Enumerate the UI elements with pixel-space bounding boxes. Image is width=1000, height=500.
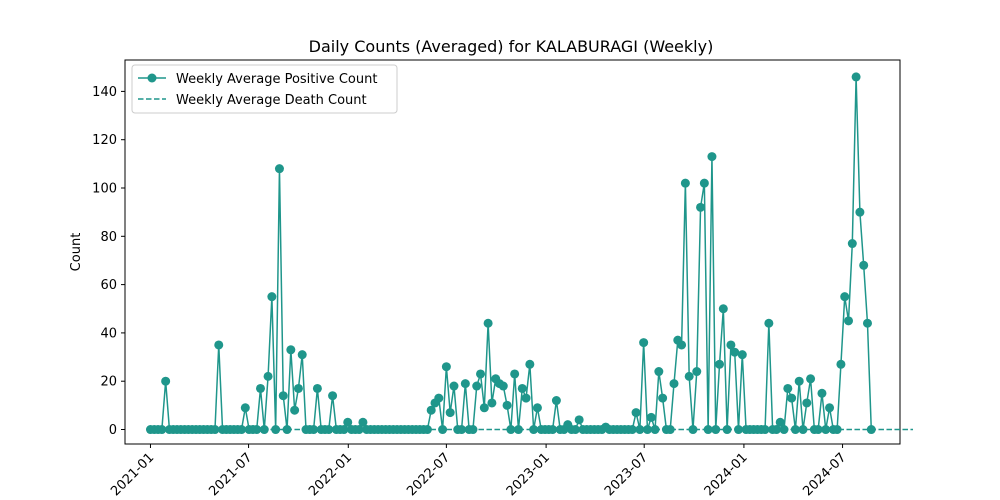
positive-count-point [715, 359, 725, 369]
legend-death-label: Weekly Average Death Count [176, 93, 367, 108]
y-tick-label: 40 [100, 326, 117, 341]
y-tick-label: 80 [100, 230, 117, 245]
positive-count-point [529, 425, 539, 435]
legend-positive-marker [147, 73, 157, 83]
positive-count-point [775, 417, 785, 427]
positive-count-point [654, 367, 664, 377]
positive-count-point [840, 292, 850, 302]
positive-count-point [498, 381, 508, 391]
positive-count-point [445, 408, 455, 418]
positive-count-point [521, 393, 531, 403]
positive-count-point [726, 340, 736, 350]
positive-count-point [851, 72, 861, 82]
positive-count-point [551, 396, 561, 406]
positive-count-point [297, 350, 307, 360]
positive-count-point [847, 239, 857, 249]
y-tick-label: 60 [100, 278, 117, 293]
positive-count-point [639, 338, 649, 348]
positive-count-point [274, 164, 284, 174]
positive-count-point [699, 178, 709, 188]
positive-count-point [483, 318, 493, 328]
positive-count-point [680, 178, 690, 188]
positive-count-point [684, 371, 694, 381]
y-tick-label: 120 [92, 133, 117, 148]
positive-count-point [293, 383, 303, 393]
positive-count-point [476, 369, 486, 379]
y-tick-label: 0 [109, 423, 117, 438]
positive-count-point [441, 362, 451, 372]
positive-count-point [802, 398, 812, 408]
positive-count-point [844, 316, 854, 326]
y-axis: 0 20 40 60 80 100 120 140 [92, 85, 125, 438]
chart-title: Daily Counts (Averaged) for KALABURAGI (… [309, 37, 714, 56]
positive-count-point [487, 398, 497, 408]
positive-count-point [574, 415, 584, 425]
positive-count-point [832, 425, 842, 435]
positive-count-point [457, 425, 467, 435]
positive-count-point [240, 403, 250, 413]
positive-count-point [161, 376, 171, 386]
positive-count-point [764, 318, 774, 328]
positive-count-point [707, 152, 717, 162]
positive-count-point [214, 340, 224, 350]
positive-count-point [328, 391, 338, 401]
plot-frame [124, 59, 901, 445]
positive-count-point [267, 292, 277, 302]
positive-count-point [737, 350, 747, 360]
positive-count-point [646, 412, 656, 422]
positive-count-point [825, 403, 835, 413]
positive-count-point [312, 383, 322, 393]
positive-count-point [286, 345, 296, 355]
positive-count-point [472, 381, 482, 391]
positive-count-point [658, 393, 668, 403]
positive-count-point [703, 425, 713, 435]
positive-count-point [669, 379, 679, 389]
positive-count-point [631, 408, 641, 418]
positive-count-point [730, 347, 740, 357]
y-axis-label: Count [69, 233, 84, 272]
positive-count-point [688, 425, 698, 435]
positive-count-point [665, 425, 675, 435]
positive-count-point [532, 403, 542, 413]
y-tick-label: 140 [92, 85, 117, 100]
positive-count-point [760, 425, 770, 435]
positive-count-point [692, 367, 702, 377]
positive-count-point [513, 425, 523, 435]
positive-count-point [525, 359, 535, 369]
positive-count-point [787, 393, 797, 403]
y-tick-label: 100 [92, 182, 117, 197]
positive-count-point [290, 405, 300, 415]
positive-count-point [783, 383, 793, 393]
legend: Weekly Average Positive Count Weekly Ave… [131, 64, 398, 114]
y-tick-label: 20 [100, 375, 117, 390]
positive-count-point [696, 202, 706, 212]
positive-count-point [855, 207, 865, 217]
positive-count-point [343, 417, 353, 427]
positive-count-point [794, 376, 804, 386]
legend-positive-label: Weekly Average Positive Count [176, 72, 377, 87]
positive-count-point [510, 369, 520, 379]
positive-count-point [862, 318, 872, 328]
positive-count-point [479, 403, 489, 413]
positive-count-point [502, 400, 512, 410]
positive-count-point [449, 381, 459, 391]
positive-count-point [460, 379, 470, 389]
positive-count-point [677, 340, 687, 350]
positive-count-point [255, 383, 265, 393]
series-layer [145, 72, 914, 435]
positive-count-point [817, 388, 827, 398]
positive-count-point [263, 371, 273, 381]
positive-count-point [358, 417, 368, 427]
positive-count-point [806, 374, 816, 384]
positive-count-point [278, 391, 288, 401]
legend-box [131, 64, 398, 114]
positive-count-point [836, 359, 846, 369]
positive-count-point [718, 304, 728, 314]
positive-count-point [859, 260, 869, 270]
positive-count-point [517, 383, 527, 393]
positive-count-point [426, 405, 436, 415]
positive-count-point [434, 393, 444, 403]
